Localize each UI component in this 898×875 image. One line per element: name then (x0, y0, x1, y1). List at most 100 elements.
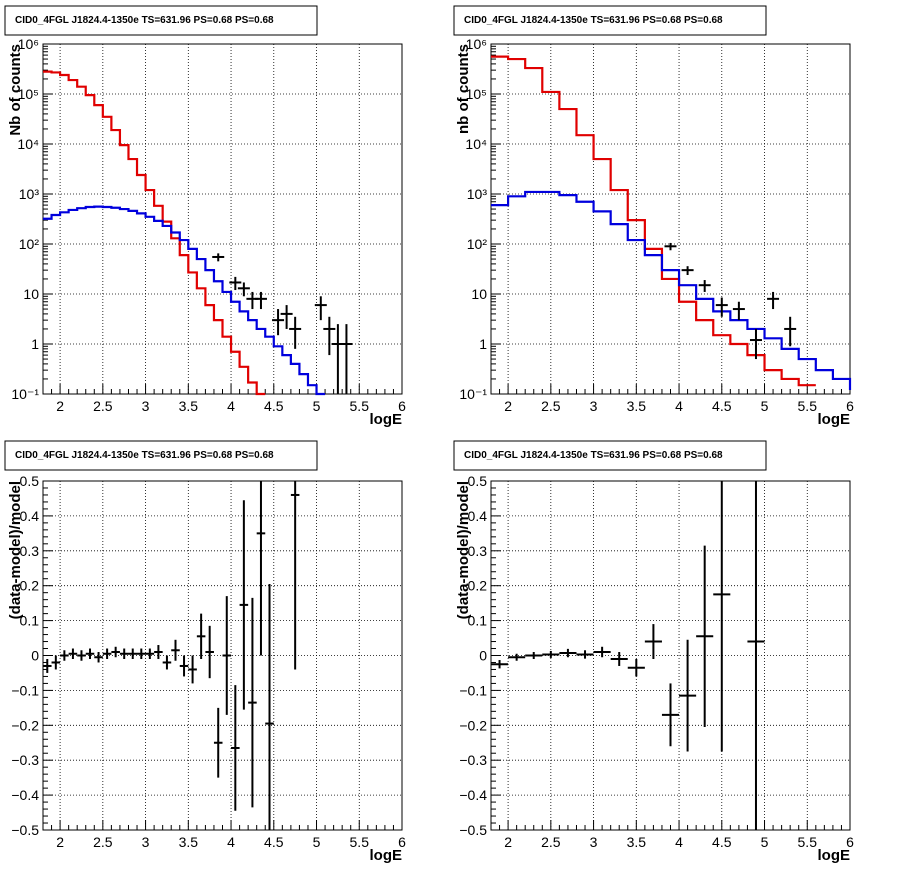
chart-panel-4: CID0_4FGL J1824.4-1350e TS=631.96 PS=0.6… (453, 440, 854, 864)
series-step-2 (491, 190, 852, 391)
y-tick-label: 10⁻¹ (459, 386, 487, 402)
y-tick-label: −0.1 (11, 682, 39, 698)
chart-title: CID0_4FGL J1824.4-1350e TS=631.96 PS=0.6… (15, 450, 274, 461)
plot-frame (490, 43, 851, 395)
y-tick-label: 10 (23, 286, 39, 302)
title-box (453, 5, 767, 36)
x-tick-label: 6 (846, 834, 854, 850)
x-tick-label: 2.5 (541, 834, 561, 850)
title-box (453, 440, 767, 471)
y-tick-label: −0.2 (11, 717, 39, 733)
chart-title: CID0_4FGL J1824.4-1350e TS=631.96 PS=0.6… (464, 15, 723, 26)
x-axis-label: logE (370, 411, 403, 428)
x-tick-label: 2.5 (93, 834, 113, 850)
x-tick-label: 2.5 (93, 398, 113, 414)
x-tick-label: 6 (398, 834, 406, 850)
x-tick-label: 2 (504, 834, 512, 850)
y-tick-label: 10² (467, 236, 488, 252)
x-tick-label: 3 (142, 398, 150, 414)
x-tick-label: 5 (761, 398, 769, 414)
x-tick-label: 4.5 (264, 834, 284, 850)
y-tick-label: 0 (31, 648, 39, 664)
y-tick-label: −0.3 (459, 752, 487, 768)
series-step-1 (43, 70, 266, 396)
y-tick-label: −0.4 (11, 787, 39, 803)
y-axis-label: nb of counts (455, 44, 472, 134)
x-tick-label: 6 (846, 398, 854, 414)
y-tick-label: 0.4 (20, 508, 40, 524)
y-tick-label: 10⁶ (18, 36, 39, 52)
y-axis-label: (data-model)/model (455, 481, 472, 619)
plot-frame (42, 43, 403, 395)
y-tick-label: 0.5 (468, 473, 488, 489)
plot-frame (490, 480, 851, 831)
series-step-1 (491, 55, 816, 387)
y-tick-label: 10 (471, 286, 487, 302)
y-tick-label: 0.1 (468, 613, 488, 629)
x-tick-label: 2 (56, 834, 64, 850)
y-tick-label: 0.4 (468, 508, 488, 524)
y-tick-label: 10⁵ (466, 86, 487, 102)
x-tick-label: 5 (313, 398, 321, 414)
chart-panel-2: CID0_4FGL J1824.4-1350e TS=631.96 PS=0.6… (453, 5, 854, 428)
y-axis-label: Nb of counts (7, 44, 24, 136)
x-tick-label: 3.5 (179, 398, 199, 414)
y-tick-label: 10⁴ (465, 136, 487, 152)
chart-panel-3: CID0_4FGL J1824.4-1350e TS=631.96 PS=0.6… (4, 440, 406, 864)
x-tick-label: 4 (675, 834, 683, 850)
y-axis-label: (data-model)/model (7, 481, 24, 619)
series-step-2 (43, 205, 326, 396)
title-box (4, 5, 318, 36)
x-tick-label: 4 (675, 398, 683, 414)
x-tick-label: 5.5 (350, 398, 370, 414)
y-tick-label: 0.2 (20, 578, 40, 594)
y-tick-label: 0 (479, 648, 487, 664)
x-tick-label: 5 (761, 834, 769, 850)
x-tick-label: 4.5 (264, 398, 284, 414)
x-tick-label: 4.5 (712, 398, 732, 414)
y-tick-label: −0.3 (11, 752, 39, 768)
x-axis-label: logE (818, 411, 851, 428)
y-tick-label: 10⁴ (17, 136, 39, 152)
x-tick-label: 4 (227, 834, 235, 850)
x-tick-label: 5.5 (798, 398, 818, 414)
x-tick-label: 5.5 (350, 834, 370, 850)
y-tick-label: 0.5 (20, 473, 40, 489)
y-tick-label: −0.2 (459, 717, 487, 733)
y-tick-label: 1 (31, 336, 39, 352)
y-tick-label: −0.5 (459, 822, 487, 838)
x-tick-label: 2 (504, 398, 512, 414)
x-tick-label: 3.5 (627, 834, 647, 850)
chart-panel-1: CID0_4FGL J1824.4-1350e TS=631.96 PS=0.6… (4, 5, 406, 428)
y-tick-label: −0.1 (459, 682, 487, 698)
x-tick-label: 3.5 (627, 398, 647, 414)
x-tick-label: 5.5 (798, 834, 818, 850)
x-axis-label: logE (818, 847, 851, 864)
chart-title: CID0_4FGL J1824.4-1350e TS=631.96 PS=0.6… (15, 15, 274, 26)
y-tick-label: 0.3 (468, 543, 488, 559)
y-tick-label: 0.1 (20, 613, 40, 629)
y-tick-label: 1 (479, 336, 487, 352)
x-tick-label: 2 (56, 398, 64, 414)
y-tick-label: 10³ (467, 186, 488, 202)
x-axis-label: logE (370, 847, 403, 864)
y-tick-label: 10⁵ (18, 86, 39, 102)
y-tick-label: 10³ (19, 186, 40, 202)
x-tick-label: 3 (590, 398, 598, 414)
x-tick-label: 4.5 (712, 834, 732, 850)
y-tick-label: 10⁻¹ (11, 386, 39, 402)
y-tick-label: 10² (19, 236, 40, 252)
x-tick-label: 3 (142, 834, 150, 850)
x-tick-label: 4 (227, 398, 235, 414)
y-tick-label: 0.3 (20, 543, 40, 559)
x-tick-label: 3 (590, 834, 598, 850)
x-tick-label: 2.5 (541, 398, 561, 414)
y-tick-label: −0.5 (11, 822, 39, 838)
y-tick-label: 0.2 (468, 578, 488, 594)
title-box (4, 440, 318, 471)
x-tick-label: 5 (313, 834, 321, 850)
x-tick-label: 3.5 (179, 834, 199, 850)
y-tick-label: 10⁶ (466, 36, 487, 52)
chart-title: CID0_4FGL J1824.4-1350e TS=631.96 PS=0.6… (464, 450, 723, 461)
